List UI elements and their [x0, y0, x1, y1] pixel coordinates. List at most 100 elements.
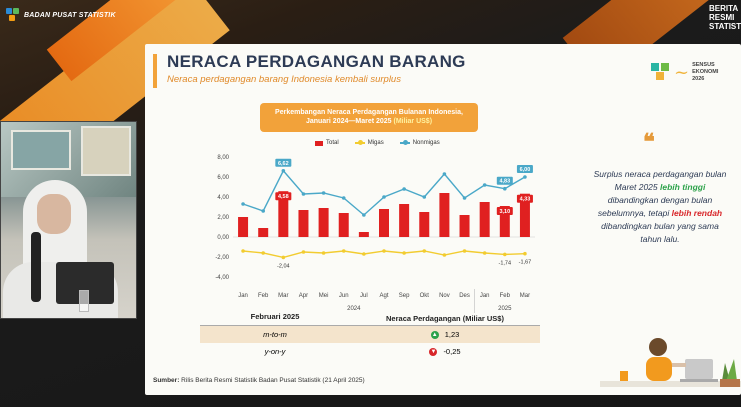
bar-total: [338, 213, 349, 237]
data-label: -2,04: [277, 263, 290, 269]
point-nonmigas: [261, 209, 265, 213]
sensus-logo: ~ SENSUS EKONOMI 2026: [651, 54, 741, 90]
data-label: 3,10: [499, 209, 510, 215]
data-label-bg: [275, 192, 292, 201]
swirl-icon: ~: [674, 61, 690, 83]
point-migas: [281, 255, 286, 260]
bps-logo-icon: [6, 8, 20, 22]
y-tick-label: 4,00: [217, 195, 229, 201]
data-label-bg: [516, 194, 533, 203]
data-label: 6,62: [278, 161, 289, 167]
x-tick-label: Mar: [520, 293, 530, 299]
data-label-bg: [516, 165, 533, 173]
point-migas: [341, 249, 346, 253]
point-nonmigas: [341, 196, 346, 200]
microphone-icon: [31, 232, 41, 302]
legend-migas: Migas: [354, 140, 384, 146]
y-tick-label: 8,00: [217, 155, 229, 161]
x-tick-label: Feb: [500, 293, 511, 299]
bar-total: [519, 193, 530, 237]
x-tick-label: Mei: [319, 293, 329, 299]
y-tick-label: 0,00: [217, 235, 229, 241]
desk-illustration: [600, 338, 741, 387]
slide-title: NERACA PERDAGANGAN BARANG: [167, 52, 466, 71]
bar-total: [238, 217, 249, 237]
point-nonmigas: [362, 213, 366, 217]
bar-total: [318, 208, 329, 237]
point-nonmigas: [402, 187, 406, 191]
point-nonmigas: [442, 172, 447, 176]
point-nonmigas: [241, 202, 245, 206]
wall-picture: [81, 126, 131, 176]
chart-legend: Total Migas Nonmigas: [315, 140, 440, 146]
point-migas: [462, 249, 467, 253]
data-label: 4,83: [499, 179, 510, 185]
title-accent: [153, 54, 157, 88]
corner-label: BERITA RESMI STATISTIK: [709, 4, 741, 31]
bar-total: [439, 193, 450, 237]
point-migas: [261, 251, 265, 255]
quote-text: Surplus neraca perdagangan bulan Maret 2…: [593, 169, 727, 244]
bar-total: [358, 232, 369, 237]
org-label: BADAN PUSAT STATISTIK: [24, 11, 116, 19]
point-nonmigas: [482, 183, 487, 187]
x-tick-label: Des: [459, 293, 470, 299]
data-label: 4,58: [278, 194, 289, 200]
x-tick-label: Mar: [278, 293, 288, 299]
point-migas: [241, 249, 245, 253]
data-label: -1,67: [519, 260, 532, 266]
table-row: m-to-m ▲ 1,23: [200, 326, 540, 343]
bar-total: [379, 209, 389, 237]
table-row: y-on-y ▼ -0,25: [264, 347, 461, 356]
chart-title: Perkembangan Neraca Perdagangan Bulanan …: [260, 103, 478, 132]
point-migas: [382, 249, 386, 253]
bar-total: [499, 206, 510, 237]
bar-total: [258, 228, 269, 237]
y-tick-label: 2,00: [217, 215, 229, 221]
point-nonmigas: [422, 195, 427, 199]
point-nonmigas: [382, 195, 386, 199]
presenter-camera: [0, 121, 137, 319]
source-note: Sumber: Rilis Berita Resmi Statistik Bad…: [153, 377, 365, 384]
point-migas: [321, 251, 326, 255]
glass-icon: [79, 290, 89, 312]
point-migas: [503, 252, 507, 257]
bar-total: [298, 210, 309, 237]
slide-subtitle: Neraca perdagangan barang Indonesia kemb…: [167, 74, 401, 85]
point-migas: [422, 249, 427, 253]
year-label: 2024: [347, 306, 361, 312]
arrow-up-icon: ▲: [430, 330, 439, 339]
y-tick-label: -4,00: [215, 275, 229, 281]
x-tick-label: Jun: [339, 293, 349, 299]
data-label-bg: [275, 158, 292, 167]
bar-total: [479, 202, 490, 237]
x-tick-label: Jul: [360, 293, 368, 299]
point-migas: [523, 251, 527, 256]
data-label-bg: [496, 176, 513, 185]
x-tick-label: Sep: [399, 293, 410, 299]
point-nonmigas: [503, 186, 507, 191]
legend-total: Total: [315, 140, 339, 146]
x-tick-label: Jan: [238, 293, 248, 299]
x-tick-label: Jan: [480, 293, 490, 299]
arrow-down-icon: ▼: [429, 347, 438, 356]
point-nonmigas: [462, 196, 467, 200]
x-tick-label: Okt: [420, 293, 430, 299]
trade-balance-chart: 8,00 6,00 4,00 2,00 0,00 -2,00 -4,00 6,62 4,58 -2…: [215, 155, 535, 313]
x-tick-label: Apr: [299, 293, 308, 299]
point-migas: [402, 251, 406, 255]
point-migas: [301, 250, 306, 254]
data-label: 6,00: [520, 167, 531, 173]
point-nonmigas: [281, 169, 286, 173]
point-migas: [362, 252, 366, 256]
bps-logo: BADAN PUSAT STATISTIK: [6, 8, 116, 22]
sensus-logo-icon: [651, 63, 671, 81]
x-tick-label: Nov: [439, 293, 450, 299]
summary-table: Februari 2025 Neraca Perdagangan (Miliar…: [200, 312, 540, 360]
wall-picture: [11, 130, 71, 170]
point-nonmigas: [301, 192, 306, 196]
y-tick-label: 6,00: [217, 175, 229, 181]
bar-total: [419, 212, 430, 237]
legend-nonmigas: Nonmigas: [399, 140, 440, 146]
data-label: -1,74: [499, 260, 512, 266]
